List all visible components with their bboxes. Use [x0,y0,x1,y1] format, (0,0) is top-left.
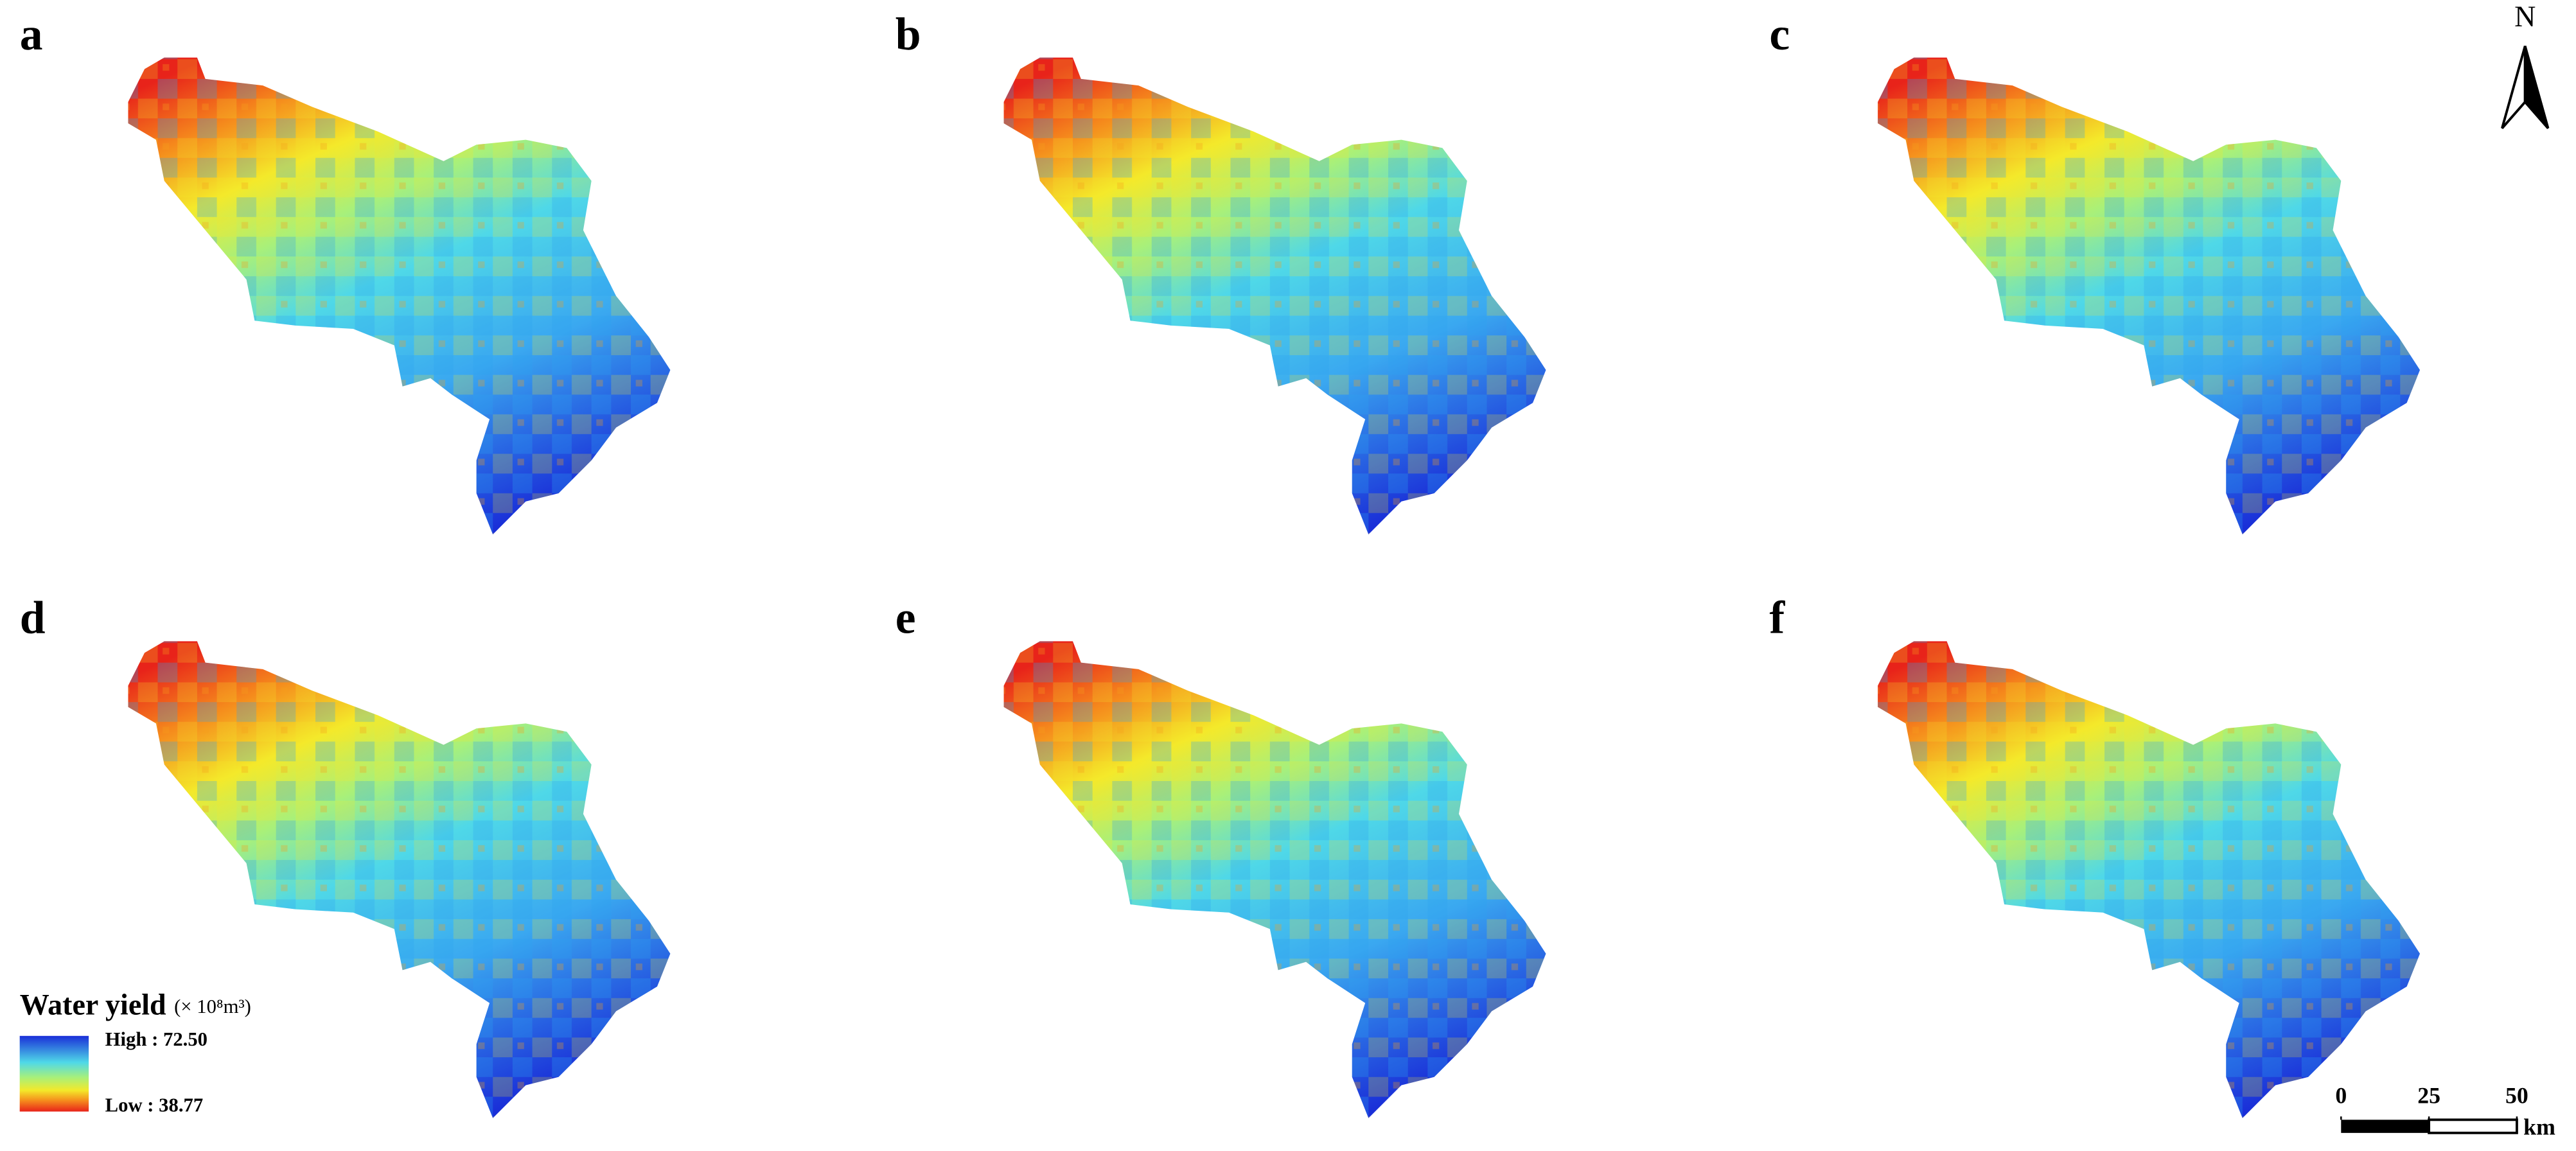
panel-label: a [20,9,43,60]
map-panel: c [1769,9,2421,535]
panel-label: d [20,593,46,644]
legend-high: High : 72.50 [105,1028,207,1050]
legend-color-bar [19,1035,89,1112]
map-panel: f [1769,593,2421,1118]
scale-segment [2341,1120,2430,1133]
scale-tick-label: 0 [2335,1083,2347,1109]
panel-label: f [1769,593,1785,644]
legend-low: Low : 38.77 [105,1094,204,1116]
panel-label: e [895,593,916,644]
panel-label: b [895,9,921,60]
legend-unit: (× 10⁸m³) [174,996,251,1017]
panel-label: c [1769,9,1790,60]
map-panel: d [20,593,671,1118]
scale-unit: km [2523,1114,2555,1139]
north-label: N [2514,0,2536,33]
scale-bar: km 0 25 50 [2335,1083,2555,1140]
arrow-right [2523,46,2550,129]
map-panel: b [895,9,1546,535]
scale-tick-label: 25 [2417,1083,2440,1109]
scale-segment [2428,1118,2518,1134]
map-panel: a [20,9,671,535]
scale-tick-label: 50 [2505,1083,2528,1109]
legend-title: Water yield [20,988,166,1021]
north-arrow: N [2501,0,2550,129]
legend: Water yield (× 10⁸m³) High : 72.50 Low :… [19,988,251,1116]
map-panel: e [895,593,1546,1118]
